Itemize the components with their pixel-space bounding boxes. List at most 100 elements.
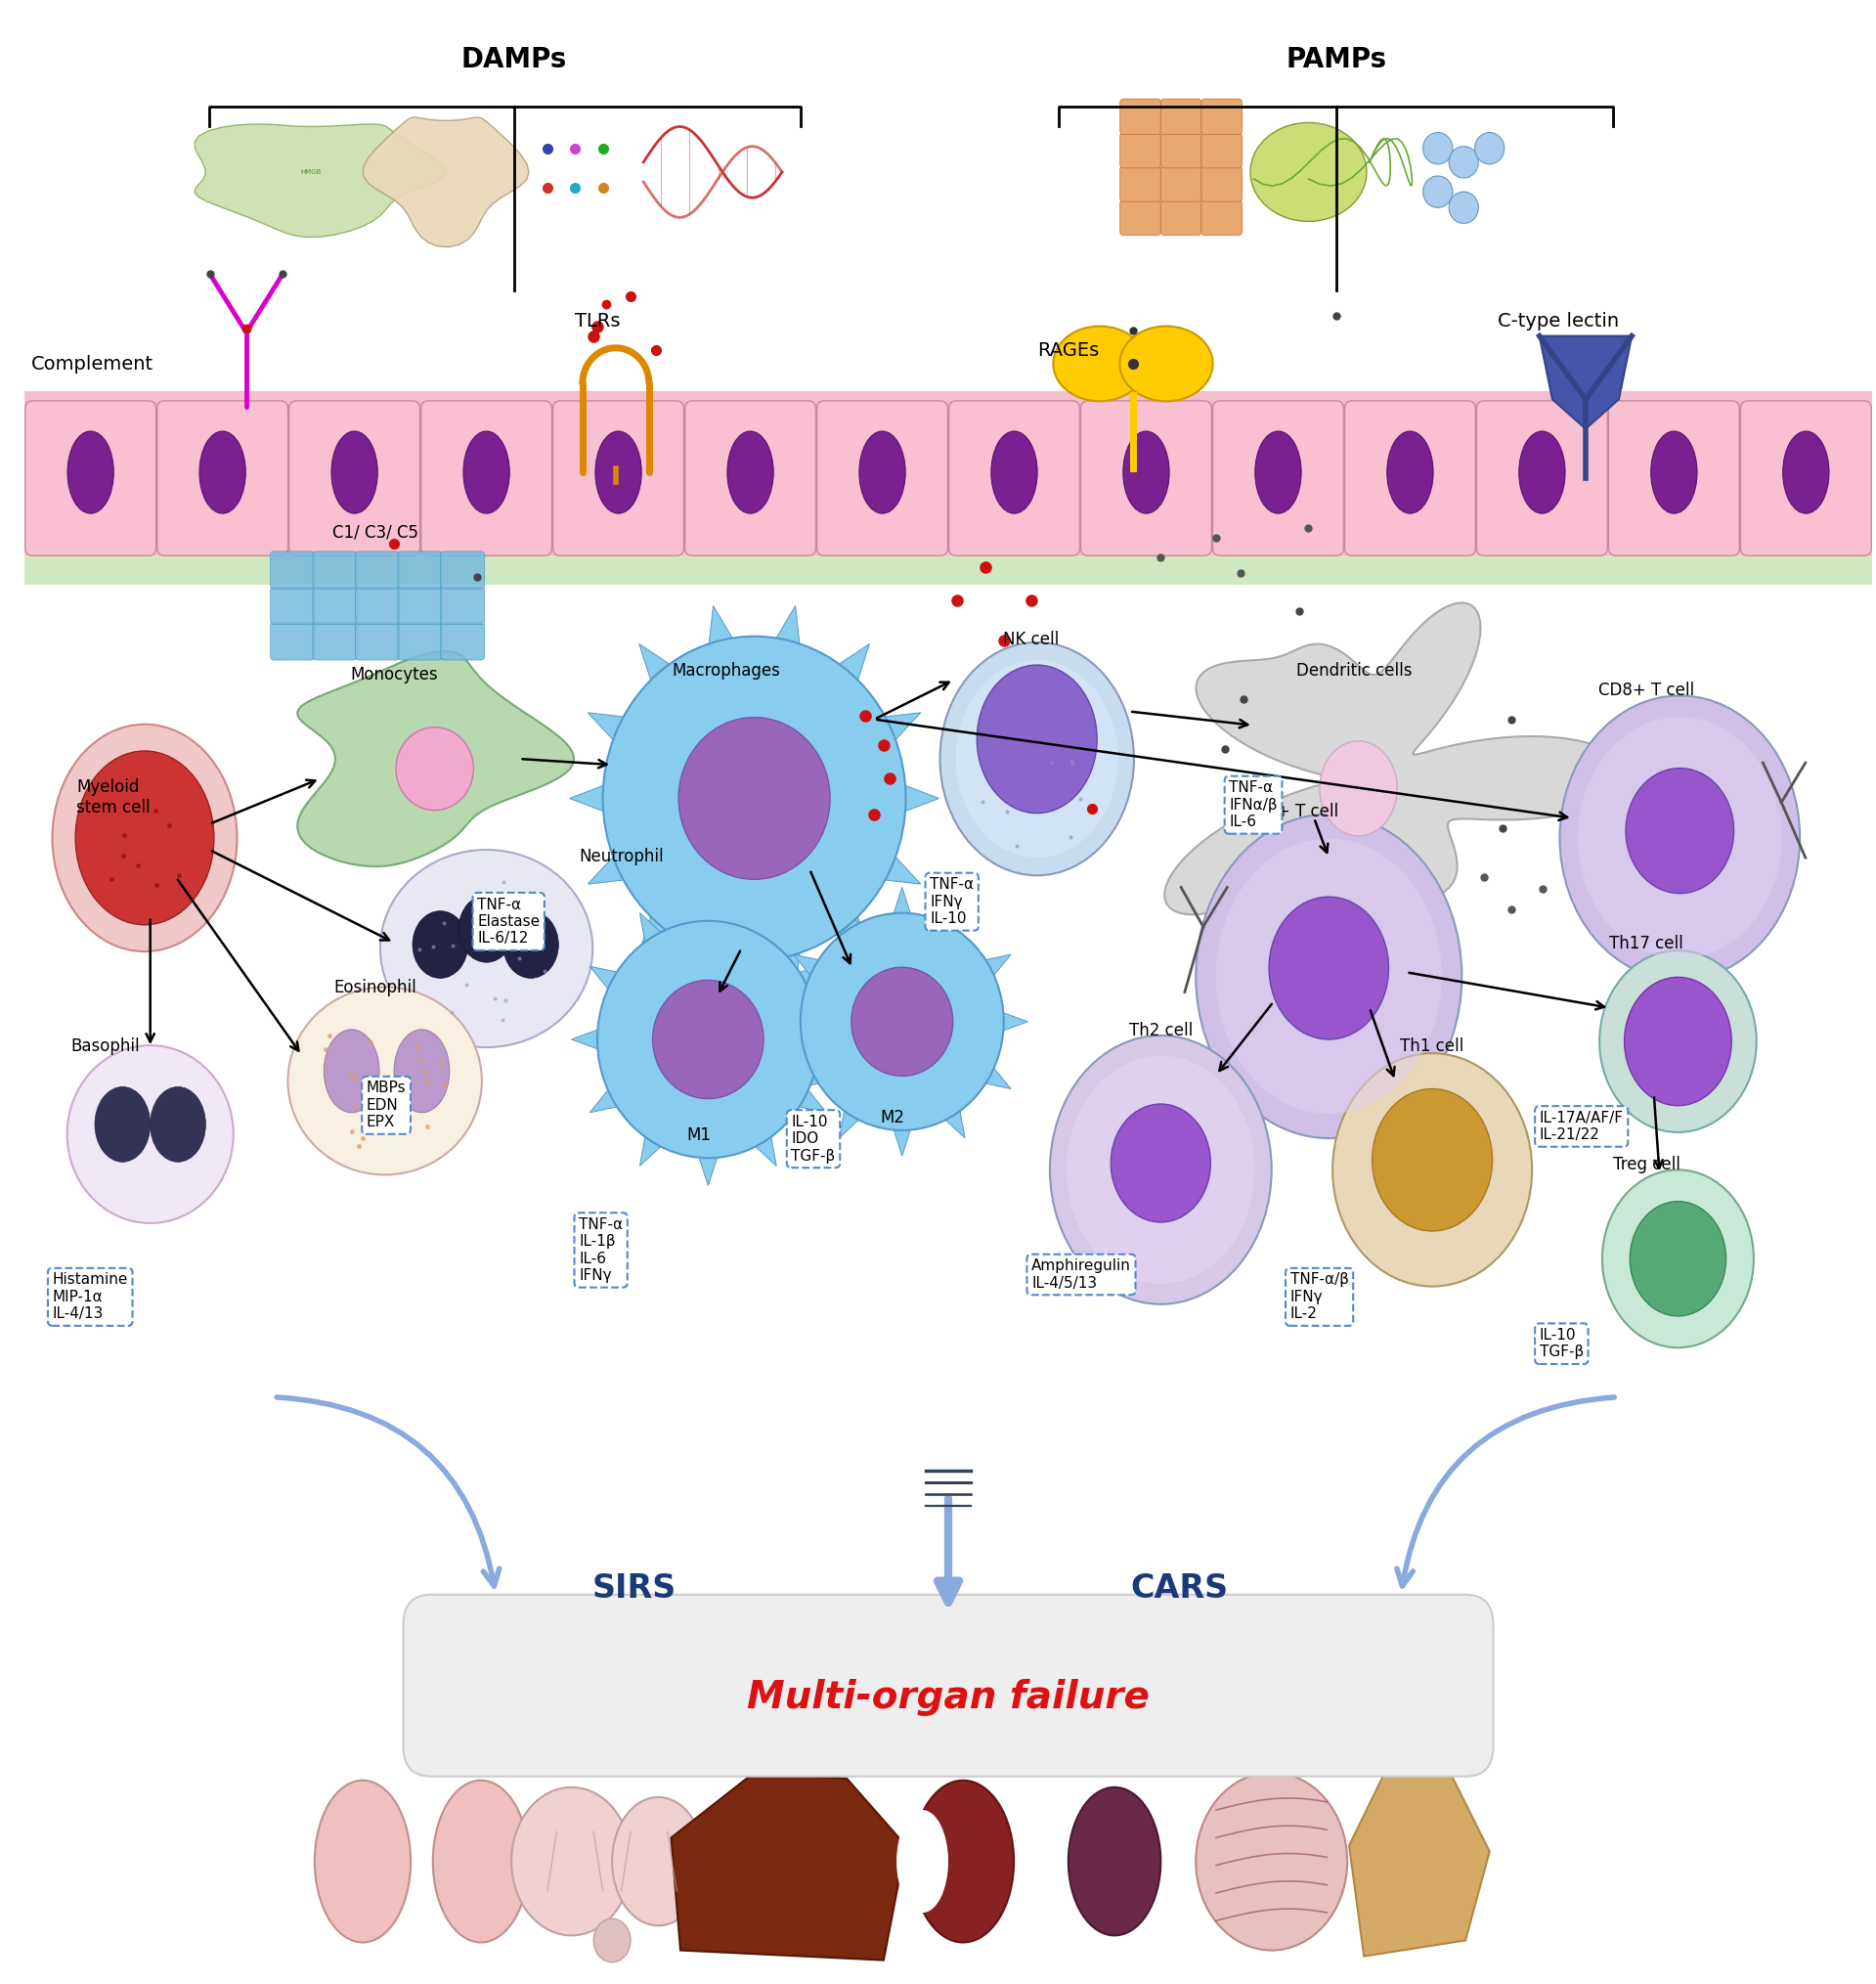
FancyBboxPatch shape: [398, 552, 443, 589]
Ellipse shape: [1424, 177, 1452, 208]
FancyBboxPatch shape: [24, 401, 156, 556]
Text: Amphiregulin
IL-4/5/13: Amphiregulin IL-4/5/13: [1032, 1258, 1131, 1290]
Polygon shape: [887, 887, 917, 934]
Ellipse shape: [1625, 978, 1732, 1105]
Ellipse shape: [597, 921, 820, 1159]
Ellipse shape: [413, 911, 467, 978]
FancyBboxPatch shape: [441, 623, 484, 661]
Text: Histamine
MIP-1α
IL-4/13: Histamine MIP-1α IL-4/13: [53, 1272, 128, 1321]
Ellipse shape: [1051, 1036, 1272, 1303]
Ellipse shape: [287, 988, 482, 1175]
Ellipse shape: [1371, 1089, 1491, 1232]
Text: TNF-α/β
IFNγ
IL-2: TNF-α/β IFNγ IL-2: [1291, 1272, 1349, 1321]
Text: TNF-α
Elastase
IL-6/12: TNF-α Elastase IL-6/12: [477, 897, 540, 946]
Text: DAMPs: DAMPs: [461, 46, 567, 73]
Ellipse shape: [315, 1780, 411, 1942]
Polygon shape: [1349, 1758, 1490, 1956]
Ellipse shape: [394, 1030, 450, 1113]
Ellipse shape: [433, 1780, 529, 1942]
Polygon shape: [640, 885, 696, 952]
Polygon shape: [570, 774, 632, 821]
Text: TNF-α
IFNα/β
IL-6: TNF-α IFNα/β IL-6: [1229, 780, 1278, 829]
Ellipse shape: [1475, 133, 1505, 165]
Text: Macrophages: Macrophages: [672, 663, 780, 681]
Ellipse shape: [1067, 1788, 1161, 1936]
FancyBboxPatch shape: [420, 401, 552, 556]
FancyBboxPatch shape: [1201, 133, 1242, 169]
Ellipse shape: [859, 431, 906, 514]
Text: MBPs
EDN
EPX: MBPs EDN EPX: [366, 1081, 405, 1129]
Ellipse shape: [1386, 431, 1433, 514]
FancyBboxPatch shape: [685, 401, 816, 556]
FancyBboxPatch shape: [816, 401, 947, 556]
FancyBboxPatch shape: [270, 587, 315, 625]
FancyBboxPatch shape: [441, 552, 484, 589]
Ellipse shape: [728, 431, 773, 514]
Text: Th17 cell: Th17 cell: [1610, 934, 1683, 952]
Polygon shape: [640, 913, 677, 966]
Ellipse shape: [463, 431, 510, 514]
Polygon shape: [855, 712, 921, 764]
Ellipse shape: [512, 1788, 632, 1936]
Text: IL-10
TGF-β: IL-10 TGF-β: [1540, 1327, 1583, 1359]
FancyBboxPatch shape: [1161, 99, 1201, 135]
Ellipse shape: [593, 1919, 630, 1962]
Ellipse shape: [1120, 325, 1212, 401]
Polygon shape: [672, 1772, 906, 1960]
FancyBboxPatch shape: [441, 587, 484, 625]
Polygon shape: [195, 125, 446, 238]
FancyBboxPatch shape: [270, 552, 315, 589]
Ellipse shape: [991, 431, 1037, 514]
Ellipse shape: [1332, 1054, 1533, 1286]
Ellipse shape: [801, 913, 1004, 1131]
Ellipse shape: [1626, 768, 1733, 893]
Ellipse shape: [150, 1087, 206, 1163]
FancyBboxPatch shape: [949, 401, 1081, 556]
Polygon shape: [640, 1113, 677, 1167]
Polygon shape: [1165, 603, 1626, 956]
Ellipse shape: [96, 1087, 150, 1163]
FancyBboxPatch shape: [553, 401, 685, 556]
Text: SIRS: SIRS: [593, 1573, 677, 1605]
FancyBboxPatch shape: [270, 623, 315, 661]
Text: CD4+ T cell: CD4+ T cell: [1242, 802, 1338, 819]
Ellipse shape: [68, 431, 114, 514]
Ellipse shape: [1448, 192, 1478, 224]
FancyBboxPatch shape: [1741, 401, 1872, 556]
FancyBboxPatch shape: [398, 623, 443, 661]
FancyBboxPatch shape: [1081, 401, 1212, 556]
Text: Neutrophil: Neutrophil: [580, 847, 664, 865]
Ellipse shape: [595, 431, 642, 514]
FancyBboxPatch shape: [1120, 99, 1161, 135]
FancyBboxPatch shape: [355, 552, 400, 589]
Ellipse shape: [653, 980, 764, 1099]
FancyBboxPatch shape: [1161, 200, 1201, 236]
Polygon shape: [812, 645, 869, 710]
Polygon shape: [930, 905, 964, 954]
Polygon shape: [777, 966, 827, 1006]
FancyBboxPatch shape: [158, 401, 289, 556]
FancyBboxPatch shape: [403, 1595, 1493, 1776]
Text: CARS: CARS: [1129, 1573, 1229, 1605]
Polygon shape: [589, 1071, 640, 1113]
Ellipse shape: [1255, 431, 1302, 514]
Ellipse shape: [1052, 325, 1146, 401]
Text: M1: M1: [687, 1127, 711, 1145]
Polygon shape: [572, 1022, 619, 1057]
Text: IL-10
IDO
TGF-β: IL-10 IDO TGF-β: [792, 1115, 835, 1163]
Ellipse shape: [912, 1780, 1013, 1942]
Polygon shape: [760, 605, 803, 677]
Ellipse shape: [503, 911, 559, 978]
Ellipse shape: [1630, 1202, 1726, 1315]
FancyBboxPatch shape: [355, 623, 400, 661]
Polygon shape: [839, 1089, 874, 1139]
Text: C1/ C3/ C5: C1/ C3/ C5: [332, 524, 418, 542]
Ellipse shape: [1216, 839, 1443, 1113]
Polygon shape: [587, 712, 655, 764]
Ellipse shape: [1651, 431, 1698, 514]
Text: Th1 cell: Th1 cell: [1399, 1038, 1463, 1055]
Text: PAMPs: PAMPs: [1285, 46, 1386, 73]
Ellipse shape: [53, 724, 236, 952]
Ellipse shape: [679, 718, 829, 879]
Ellipse shape: [199, 431, 246, 514]
